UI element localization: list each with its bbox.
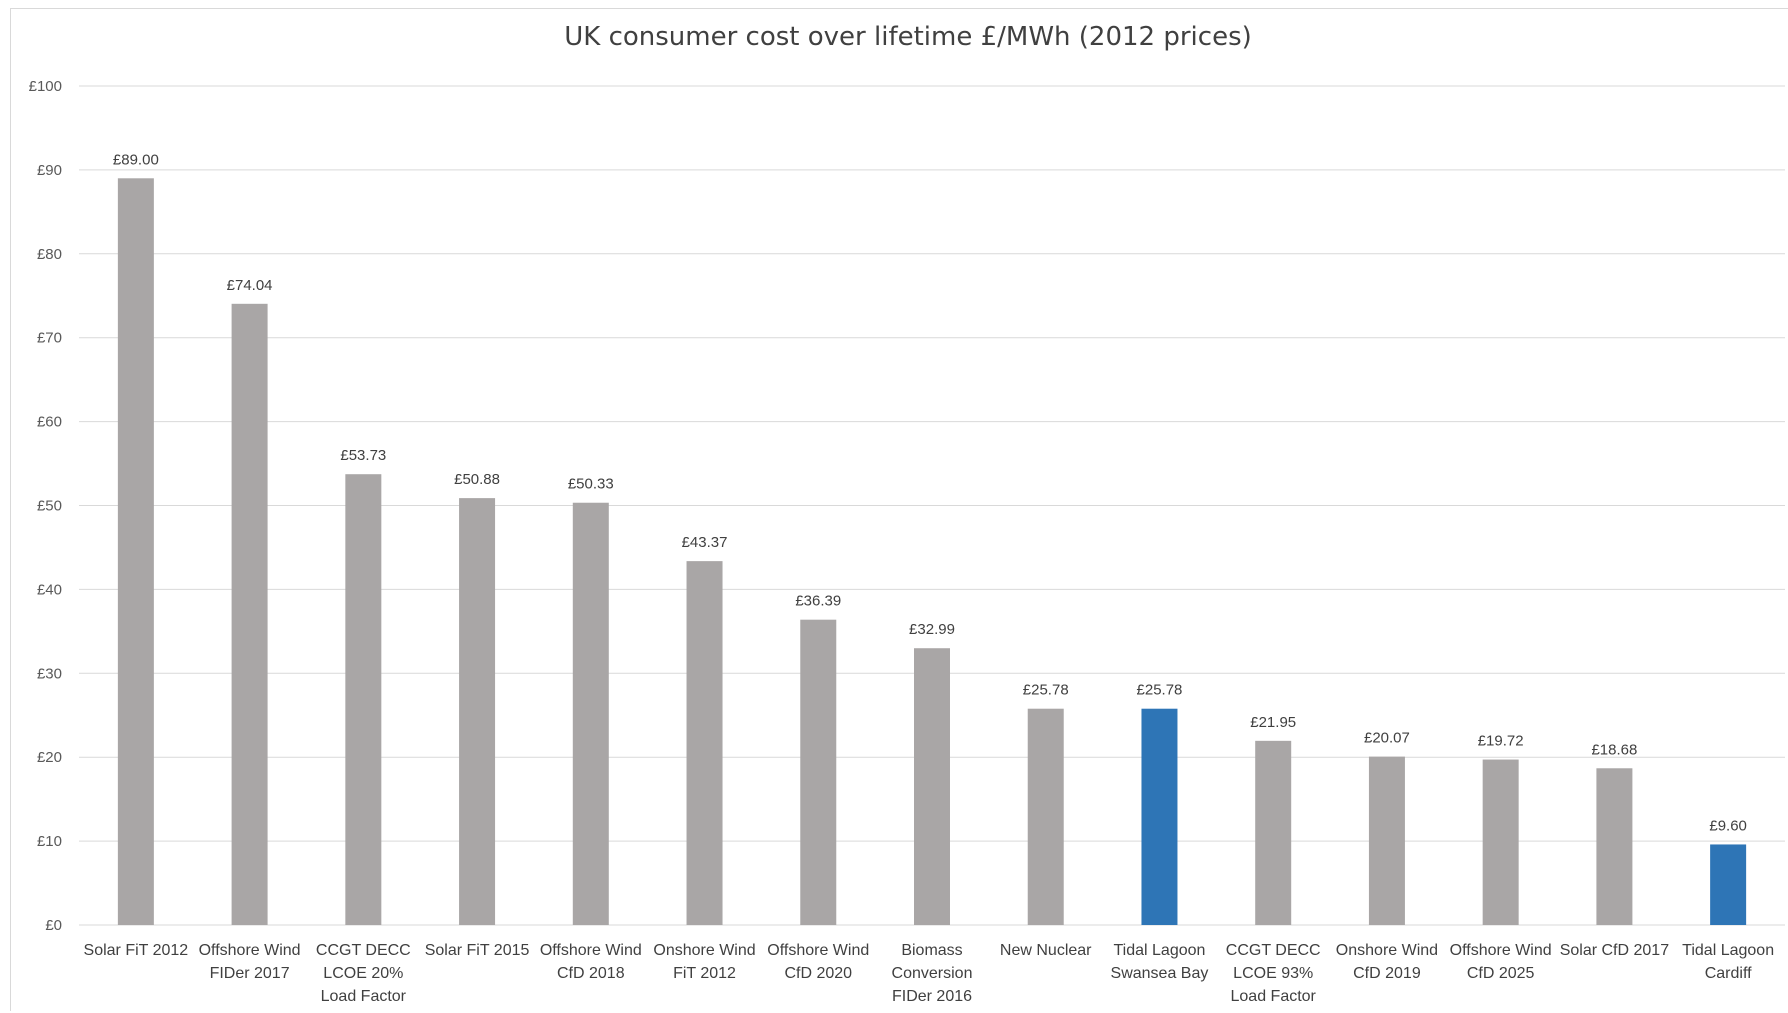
x-tick-label: Onshore Wind FiT 2012 xyxy=(653,942,755,982)
y-tick-label: £20 xyxy=(37,749,62,766)
data-label: £50.33 xyxy=(568,476,614,493)
chart-frame xyxy=(10,8,1788,1011)
bar xyxy=(1255,740,1292,925)
x-tick-label: CCGT DECC LCOE 20% Load Factor xyxy=(316,942,411,1005)
bar xyxy=(231,303,268,925)
bar xyxy=(1141,708,1178,925)
bar xyxy=(459,498,496,925)
x-tick-label: Offshore Wind CfD 2020 xyxy=(767,942,869,982)
bar xyxy=(1027,708,1064,925)
x-tick-label: Offshore Wind CfD 2018 xyxy=(540,942,642,982)
bar xyxy=(800,619,837,925)
bar xyxy=(1710,844,1747,925)
x-tick-label: Solar FiT 2015 xyxy=(425,942,530,959)
x-tick-label: Solar FiT 2012 xyxy=(84,942,189,959)
data-label: £18.68 xyxy=(1591,741,1637,758)
bar xyxy=(1482,759,1519,925)
data-label: £89.00 xyxy=(113,151,159,168)
y-tick-label: £40 xyxy=(37,581,62,598)
data-label: £36.39 xyxy=(795,593,841,610)
y-tick-label: £80 xyxy=(37,246,62,263)
y-tick-label: £0 xyxy=(45,917,62,934)
x-tick-label: Biomass Conversion FIDer 2016 xyxy=(892,942,973,1005)
bar xyxy=(686,561,723,925)
y-tick-label: £60 xyxy=(37,414,62,431)
x-tick-label: Solar CfD 2017 xyxy=(1560,942,1669,959)
data-label: £19.72 xyxy=(1478,733,1524,750)
x-tick-label: New Nuclear xyxy=(1000,942,1092,959)
data-label: £53.73 xyxy=(340,447,386,464)
x-tick-label: Tidal Lagoon Swansea Bay xyxy=(1111,942,1209,982)
data-label: £9.60 xyxy=(1709,817,1747,834)
data-label: £20.07 xyxy=(1364,730,1410,747)
y-tick-label: £50 xyxy=(37,498,62,515)
x-tick-label: Onshore Wind CfD 2019 xyxy=(1336,942,1438,982)
bar xyxy=(914,648,950,925)
y-tick-label: £100 xyxy=(29,78,62,95)
x-tick-label: Tidal Lagoon Cardiff xyxy=(1682,942,1774,982)
data-label: £25.78 xyxy=(1023,682,1069,699)
data-label: £32.99 xyxy=(909,621,955,638)
data-label: £50.88 xyxy=(454,471,500,488)
chart-title: UK consumer cost over lifetime £/MWh (20… xyxy=(564,22,1252,52)
data-label: £25.78 xyxy=(1137,682,1183,699)
x-tick-label: CCGT DECC LCOE 93% Load Factor xyxy=(1226,942,1321,1005)
y-tick-label: £30 xyxy=(37,665,62,682)
y-tick-label: £10 xyxy=(37,833,62,850)
bar xyxy=(1368,756,1405,925)
bar xyxy=(572,502,609,925)
bar xyxy=(345,474,382,925)
y-tick-label: £90 xyxy=(37,162,62,179)
y-tick-label: £70 xyxy=(37,330,62,347)
data-label: £43.37 xyxy=(682,534,728,551)
bar xyxy=(1596,768,1633,925)
data-label: £21.95 xyxy=(1250,714,1296,731)
x-tick-label: Offshore Wind CfD 2025 xyxy=(1450,942,1552,982)
x-tick-label: Offshore Wind FIDer 2017 xyxy=(199,942,301,982)
bar xyxy=(117,178,154,926)
data-label: £74.04 xyxy=(227,277,273,294)
